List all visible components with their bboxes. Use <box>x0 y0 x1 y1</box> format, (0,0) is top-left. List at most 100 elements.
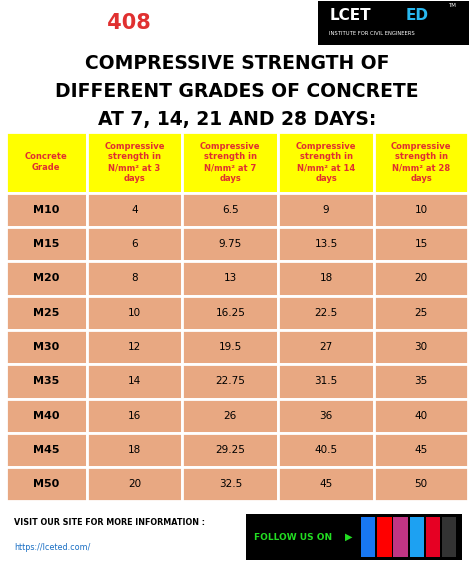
Text: 32.5: 32.5 <box>219 479 242 489</box>
Bar <box>87 364 182 398</box>
Bar <box>87 261 182 296</box>
Text: Compressive
strength in
N/mm² at 7
days: Compressive strength in N/mm² at 7 days <box>200 142 261 183</box>
Bar <box>182 296 278 330</box>
Text: 4: 4 <box>131 205 138 215</box>
Text: M25: M25 <box>33 308 59 318</box>
Bar <box>6 330 87 364</box>
Text: 22.5: 22.5 <box>314 308 337 318</box>
Text: Compressive
strength in
N/mm² at 3
days: Compressive strength in N/mm² at 3 days <box>104 142 165 183</box>
Bar <box>182 330 278 364</box>
Text: 29.25: 29.25 <box>215 445 245 455</box>
Bar <box>182 193 278 227</box>
Bar <box>374 330 468 364</box>
Bar <box>6 364 87 398</box>
Text: TM: TM <box>448 3 456 8</box>
Bar <box>6 433 87 467</box>
Text: COMPRESSIVE STRENGTH OF: COMPRESSIVE STRENGTH OF <box>85 54 389 73</box>
Text: 13: 13 <box>224 273 237 284</box>
Bar <box>318 1 469 45</box>
Text: 10: 10 <box>415 205 428 215</box>
Text: https://lceted.com/: https://lceted.com/ <box>14 543 91 552</box>
Bar <box>374 433 468 467</box>
Bar <box>6 261 87 296</box>
Bar <box>87 433 182 467</box>
Text: 45: 45 <box>319 479 333 489</box>
Bar <box>87 132 182 193</box>
Text: 35: 35 <box>414 376 428 386</box>
Bar <box>278 261 374 296</box>
Bar <box>6 193 87 227</box>
Text: 14: 14 <box>128 376 141 386</box>
Bar <box>278 193 374 227</box>
Text: Compressive
strength in
N/mm² at 14
days: Compressive strength in N/mm² at 14 days <box>296 142 356 183</box>
Text: 12: 12 <box>128 342 141 352</box>
Text: 18: 18 <box>128 445 141 455</box>
Text: 25: 25 <box>414 308 428 318</box>
Text: 20: 20 <box>128 479 141 489</box>
Bar <box>442 517 456 557</box>
Text: ED: ED <box>405 7 428 22</box>
Bar <box>377 517 392 557</box>
Bar <box>246 515 462 560</box>
Text: 36: 36 <box>319 411 333 421</box>
Text: 16: 16 <box>128 411 141 421</box>
Bar <box>182 132 278 193</box>
Text: 22.75: 22.75 <box>215 376 245 386</box>
Text: 40.5: 40.5 <box>314 445 337 455</box>
Text: ▶: ▶ <box>345 532 353 542</box>
Bar <box>278 467 374 501</box>
Text: 40: 40 <box>415 411 428 421</box>
Text: 27: 27 <box>319 342 333 352</box>
Text: Compressive
strength in
N/mm² at 28
days: Compressive strength in N/mm² at 28 days <box>391 142 451 183</box>
Bar <box>87 296 182 330</box>
Text: 6.5: 6.5 <box>222 205 238 215</box>
Bar <box>374 467 468 501</box>
Bar <box>6 296 87 330</box>
Bar <box>87 398 182 433</box>
Text: 18: 18 <box>319 273 333 284</box>
Text: 408: 408 <box>100 13 150 33</box>
Bar <box>278 398 374 433</box>
Text: M50: M50 <box>33 479 59 489</box>
Text: VISIT OUR SITE FOR MORE INFORMATION :: VISIT OUR SITE FOR MORE INFORMATION : <box>14 519 205 527</box>
Bar <box>278 132 374 193</box>
Bar <box>278 330 374 364</box>
Bar <box>6 132 87 193</box>
Bar <box>374 193 468 227</box>
Text: INSTITUTE FOR CIVIL ENGINEERS: INSTITUTE FOR CIVIL ENGINEERS <box>329 32 415 36</box>
Text: 31.5: 31.5 <box>314 376 337 386</box>
Bar <box>6 227 87 261</box>
Bar <box>278 296 374 330</box>
Bar <box>87 193 182 227</box>
Text: M20: M20 <box>33 273 59 284</box>
Bar <box>374 261 468 296</box>
Bar <box>426 517 440 557</box>
Bar <box>278 364 374 398</box>
Bar <box>182 433 278 467</box>
Text: 50: 50 <box>415 479 428 489</box>
Text: 9: 9 <box>323 205 329 215</box>
Text: M35: M35 <box>33 376 59 386</box>
Text: 45: 45 <box>414 445 428 455</box>
Bar <box>182 398 278 433</box>
Text: AT 7, 14, 21 AND 28 DAYS:: AT 7, 14, 21 AND 28 DAYS: <box>98 111 376 129</box>
Bar <box>374 364 468 398</box>
Bar <box>6 467 87 501</box>
Bar <box>374 398 468 433</box>
Text: 30: 30 <box>415 342 428 352</box>
Text: 10: 10 <box>128 308 141 318</box>
Text: 26: 26 <box>224 411 237 421</box>
Text: M15: M15 <box>33 239 59 249</box>
Text: Concrete
Grade: Concrete Grade <box>25 152 67 172</box>
Bar <box>361 517 375 557</box>
Bar <box>87 467 182 501</box>
Text: 20: 20 <box>415 273 428 284</box>
Bar <box>6 398 87 433</box>
Text: 6: 6 <box>131 239 138 249</box>
Bar <box>374 227 468 261</box>
Text: 13.5: 13.5 <box>314 239 337 249</box>
Bar <box>374 132 468 193</box>
Text: M10: M10 <box>33 205 59 215</box>
Bar <box>278 227 374 261</box>
Bar <box>410 517 424 557</box>
